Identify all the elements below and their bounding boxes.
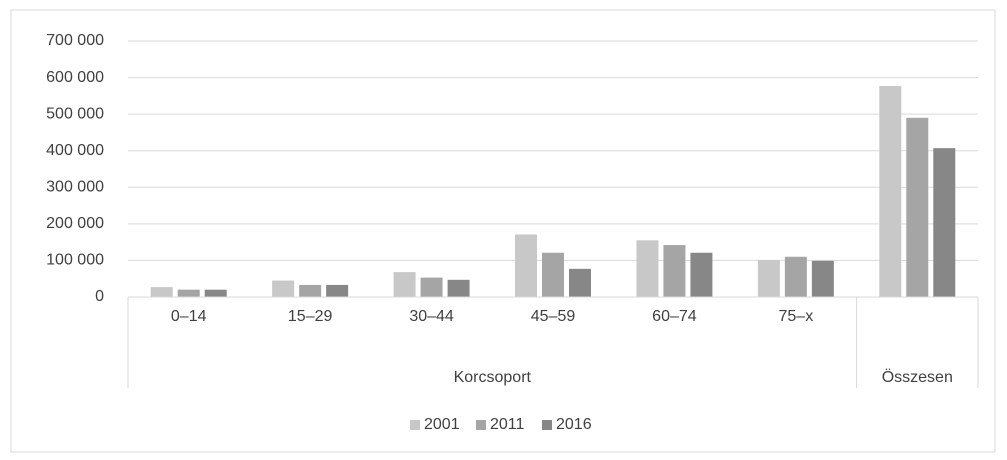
bar [933, 148, 956, 297]
x-tick-label: 15–29 [288, 308, 333, 325]
x-tick-label: 60–74 [652, 308, 697, 325]
bar [784, 256, 807, 297]
legend-label: 2011 [490, 416, 525, 433]
legend-swatch [410, 420, 420, 430]
bar [393, 272, 416, 297]
bar [150, 287, 173, 297]
x-tick-label: 30–44 [409, 308, 454, 325]
bar [663, 245, 686, 297]
y-tick-label: 500 000 [46, 105, 104, 122]
bar [757, 260, 780, 297]
x-tick-label: 0–14 [171, 308, 207, 325]
bar [879, 85, 902, 298]
group-label: Korcsoport [454, 369, 532, 386]
group-label: Összesen [882, 368, 953, 386]
bar [542, 252, 564, 297]
bar [447, 279, 470, 297]
legend-label: 2016 [556, 416, 592, 433]
y-tick-label: 700 000 [46, 32, 104, 49]
bar [906, 117, 929, 297]
x-tick-label: 75–x [779, 308, 814, 325]
bar [690, 252, 713, 297]
bar [326, 284, 349, 297]
bar [299, 284, 322, 297]
x-tick-label: 45–59 [531, 308, 576, 325]
bar [811, 260, 834, 297]
y-tick-label: 0 [95, 288, 104, 305]
bar [204, 289, 227, 297]
legend-swatch [542, 420, 552, 430]
bar [569, 268, 591, 297]
legend-swatch [476, 420, 486, 430]
legend-label: 2001 [424, 416, 460, 433]
bar [420, 277, 443, 297]
bar [515, 234, 537, 297]
y-tick-label: 600 000 [46, 69, 104, 86]
bar [636, 240, 659, 297]
y-tick-label: 100 000 [46, 252, 104, 269]
y-tick-label: 200 000 [46, 215, 104, 232]
chart-border [10, 9, 996, 453]
bar [272, 280, 295, 297]
y-tick-label: 400 000 [46, 142, 104, 159]
bar [177, 289, 200, 297]
y-tick-label: 300 000 [46, 179, 104, 196]
